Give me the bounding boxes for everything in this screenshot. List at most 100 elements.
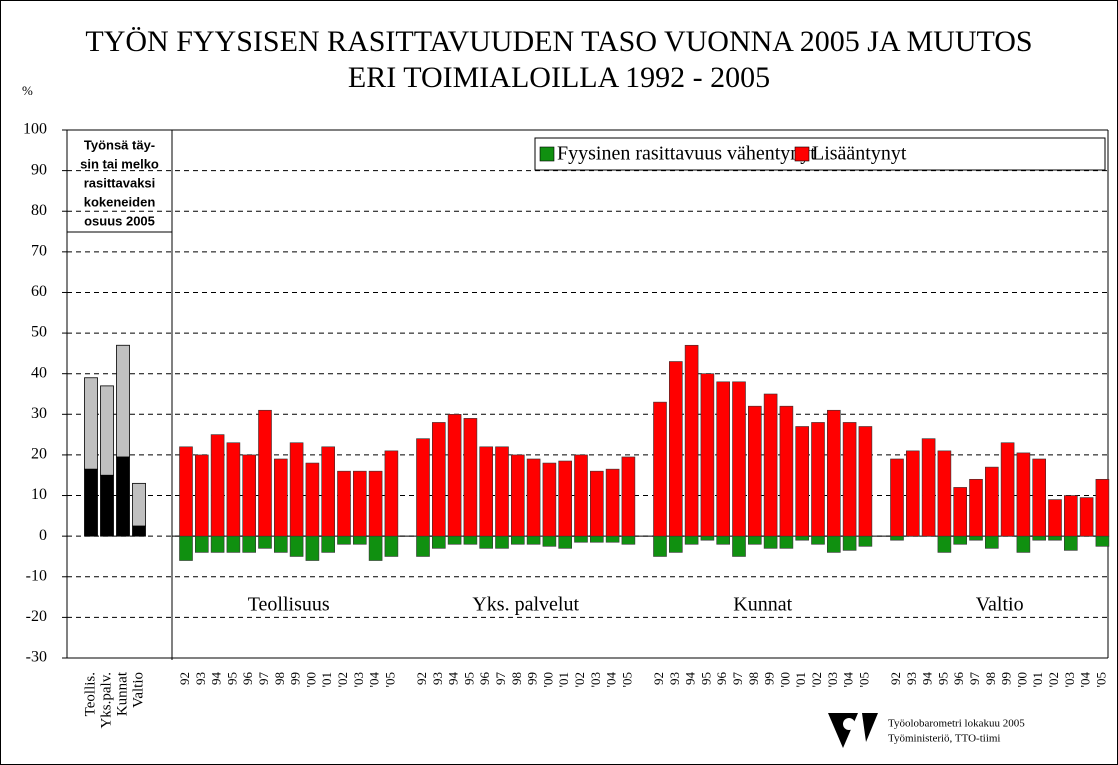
bar bbox=[368, 535, 383, 561]
bar bbox=[826, 535, 841, 553]
bar bbox=[953, 535, 968, 545]
bar bbox=[558, 460, 573, 537]
x-tick-label: '00 bbox=[777, 672, 792, 687]
group-label: Teollisuus bbox=[248, 594, 330, 616]
bar bbox=[842, 422, 857, 537]
x-tick-label: '01 bbox=[556, 672, 571, 687]
note-text: Työnsä täy- bbox=[84, 137, 155, 152]
chart-title: ERI TOIMIALOILLA 1992 - 2005 bbox=[348, 61, 770, 94]
x-tick-label: 95 bbox=[224, 672, 239, 685]
x-tick-label: '04 bbox=[1078, 672, 1093, 688]
y-tick-label: 20 bbox=[31, 446, 47, 463]
x-tick-label: 94 bbox=[209, 672, 224, 686]
bar bbox=[700, 373, 715, 537]
x-tick-label: 97 bbox=[730, 672, 745, 686]
x-tick-label: '05 bbox=[1093, 672, 1108, 687]
bar bbox=[953, 487, 968, 537]
x-tick-label: '03 bbox=[1062, 672, 1077, 687]
bar bbox=[179, 446, 193, 537]
bar-segment bbox=[100, 474, 114, 537]
bar bbox=[858, 535, 873, 547]
bar bbox=[1016, 452, 1031, 537]
bar bbox=[921, 438, 936, 537]
bar bbox=[510, 454, 525, 537]
bar-segment bbox=[116, 344, 130, 458]
bar-segment bbox=[84, 468, 98, 537]
y-tick-label: 40 bbox=[31, 364, 47, 381]
bar bbox=[732, 381, 746, 537]
bar bbox=[890, 535, 904, 541]
x-tick-label: 95 bbox=[461, 672, 476, 685]
x-tick-label: 99 bbox=[762, 672, 777, 685]
source-text: Työolobarometri lokakuu 2005 bbox=[888, 718, 1025, 730]
bar bbox=[273, 458, 288, 537]
x-tick-label: Valtio bbox=[130, 672, 146, 708]
bar bbox=[858, 426, 873, 537]
bar bbox=[447, 414, 462, 537]
bar bbox=[937, 450, 952, 537]
y-tick-label: 100 bbox=[23, 121, 47, 138]
bar bbox=[542, 535, 557, 547]
bar-segment bbox=[132, 482, 146, 527]
x-tick-label: Yks.palv. bbox=[98, 672, 114, 729]
bar bbox=[210, 434, 225, 537]
bar bbox=[416, 535, 430, 557]
legend-label: Fyysinen rasittavuus vähentynyt bbox=[557, 143, 816, 165]
legend bbox=[534, 137, 1106, 171]
bar bbox=[242, 454, 256, 537]
bar bbox=[242, 535, 256, 553]
x-tick-label: 98 bbox=[509, 672, 524, 685]
x-tick-label: 96 bbox=[951, 672, 966, 686]
x-tick-label: '02 bbox=[572, 672, 587, 687]
x-tick-label: '01 bbox=[319, 672, 334, 687]
y-tick-label: -20 bbox=[26, 608, 47, 625]
bar bbox=[337, 470, 351, 537]
bar bbox=[431, 422, 446, 537]
bar bbox=[542, 462, 557, 537]
x-tick-label: 98 bbox=[272, 672, 287, 685]
bar bbox=[195, 535, 209, 553]
x-tick-label: 94 bbox=[920, 672, 935, 686]
x-tick-label: 96 bbox=[240, 672, 255, 686]
bar bbox=[937, 535, 952, 553]
bar bbox=[384, 450, 399, 537]
x-tick-label: 93 bbox=[193, 672, 208, 685]
bar bbox=[890, 458, 904, 537]
bar bbox=[1064, 535, 1078, 551]
bar bbox=[195, 454, 209, 537]
bar bbox=[747, 405, 762, 537]
x-tick-label: '02 bbox=[1046, 672, 1061, 687]
bar bbox=[321, 446, 336, 537]
x-tick-label: '02 bbox=[335, 672, 350, 687]
bar bbox=[621, 535, 636, 545]
x-tick-label: Teollis. bbox=[82, 672, 98, 716]
legend-label: Lisääntynyt bbox=[812, 143, 907, 165]
bar bbox=[1095, 478, 1110, 537]
bar bbox=[905, 450, 920, 537]
bar bbox=[337, 535, 351, 545]
bar bbox=[1079, 497, 1094, 537]
note-text: osuus 2005 bbox=[84, 213, 155, 228]
bar bbox=[463, 535, 478, 545]
bar bbox=[605, 535, 620, 543]
x-tick-label: '03 bbox=[588, 672, 603, 687]
bar bbox=[447, 535, 462, 545]
bar bbox=[716, 381, 731, 537]
x-tick-label: '00 bbox=[540, 672, 555, 687]
x-tick-label: 92 bbox=[651, 672, 666, 685]
bar bbox=[826, 409, 841, 537]
y-tick-label: 80 bbox=[31, 202, 47, 219]
note-text: sin tai melko bbox=[80, 156, 159, 171]
x-tick-label: 92 bbox=[177, 672, 192, 685]
y-tick-label: 0 bbox=[39, 527, 47, 544]
legend-swatch bbox=[539, 146, 555, 162]
bar bbox=[352, 470, 367, 537]
bar bbox=[811, 422, 825, 537]
bar bbox=[510, 535, 525, 545]
bar bbox=[700, 535, 715, 541]
bar bbox=[526, 458, 541, 537]
bar bbox=[1064, 495, 1078, 537]
bar bbox=[969, 535, 983, 541]
bar bbox=[1048, 499, 1062, 537]
